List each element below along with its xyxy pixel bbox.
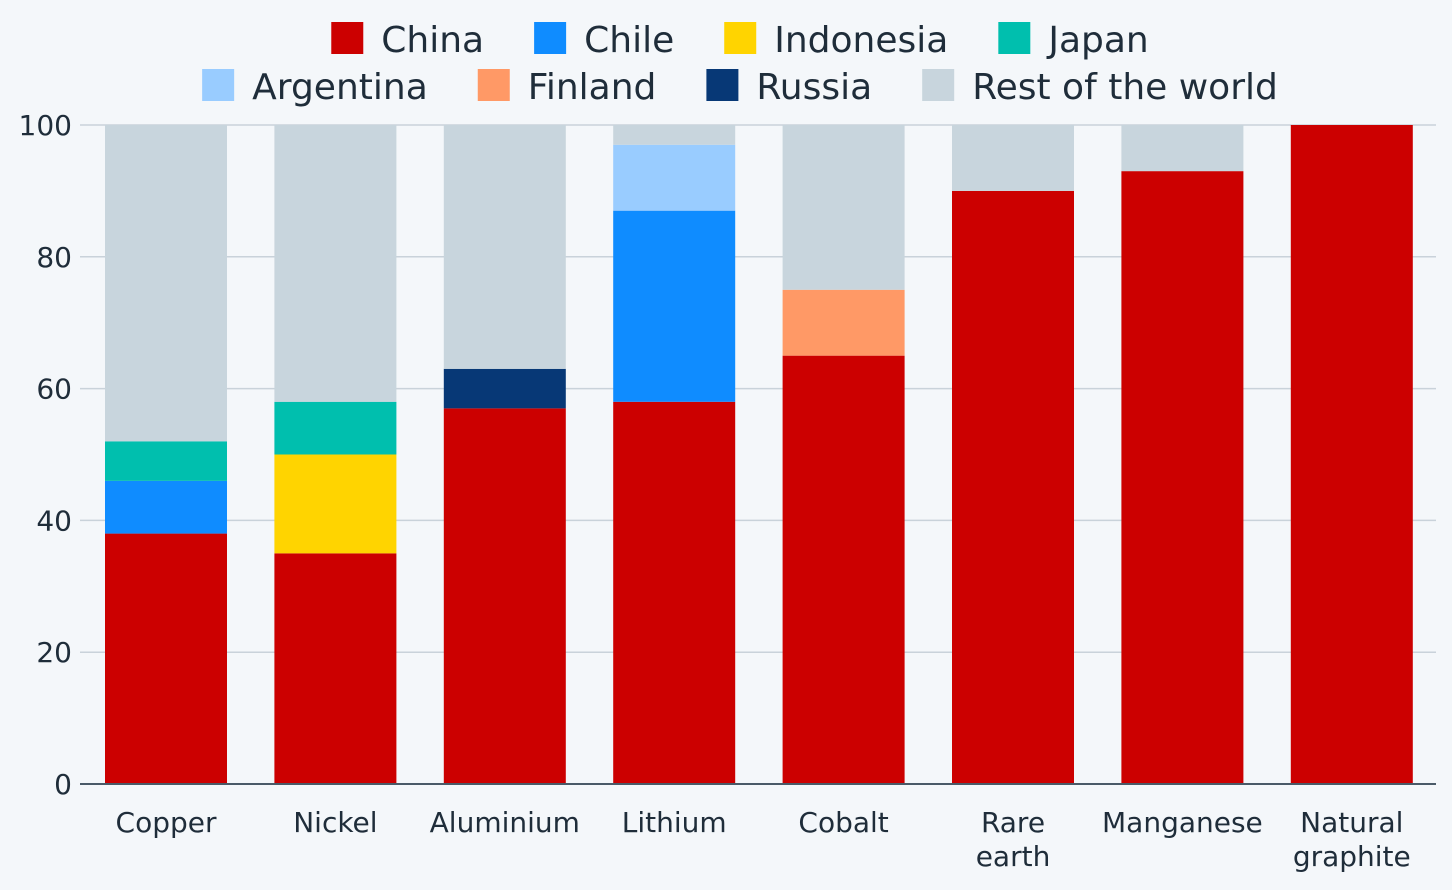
legend-label-indonesia: Indonesia [774,20,948,61]
x-tick-label-rare-earth-line-2: earth [976,840,1051,873]
legend-swatch-russia [706,69,739,101]
legend-row-2: Argentina Finland Russia Rest of the world [202,67,1278,108]
bar-copper-chile [105,480,227,534]
x-tick-label-natural-graphite-line-1: Natural [1300,806,1403,839]
bar-copper-japan [105,441,227,481]
bar-manganese-china [1121,171,1244,784]
legend-label-china: China [381,20,484,61]
bar-aluminium-rest-of-the-world [443,125,566,369]
x-tick-label-natural-graphite-line-2: graphite [1293,840,1411,873]
x-tick-label-copper: Copper [116,806,217,839]
y-tick-label-60: 60 [36,373,72,406]
bar-natural-graphite-china [1290,125,1413,784]
legend-label-chile: Chile [584,20,674,61]
y-tick-label-100: 100 [19,109,72,142]
bar-cobalt-china [782,355,905,784]
legend-swatch-rest-of-the-world [922,69,955,101]
bar-lithium-rest-of-the-world [613,125,736,145]
bar-lithium-china [613,401,736,784]
legend-label-russia: Russia [756,67,872,108]
bar-aluminium-russia [443,368,566,409]
bar-copper-rest-of-the-world [105,125,227,442]
x-tick-label-manganese: Manganese [1102,806,1263,839]
x-tick-label-cobalt: Cobalt [798,806,888,839]
bar-nickel-rest-of-the-world [274,125,397,402]
bar-copper-china [105,533,227,784]
x-tick-label-rare-earth-line-1: Rare [981,806,1045,839]
bar-rare-earth-rest-of-the-world [952,125,1074,191]
legend-swatch-finland [477,69,510,101]
x-tick-label-lithium: Lithium [622,806,727,839]
bar-cobalt-rest-of-the-world [782,125,905,290]
bar-lithium-argentina [613,144,736,211]
x-tick-label-nickel: Nickel [293,806,377,839]
bar-nickel-china [274,553,397,784]
x-tick-label-aluminium: Aluminium [430,806,580,839]
y-tick-label-0: 0 [54,768,72,801]
bars [105,125,1413,784]
bar-nickel-indonesia [274,454,397,554]
bar-lithium-chile [613,210,736,402]
legend-label-rest-of-the-world: Rest of the world [972,67,1278,108]
legend-row-1: China Chile Indonesia Japan [331,20,1149,61]
bar-cobalt-finland [782,289,905,356]
legend-swatch-japan [998,22,1031,54]
legend-label-japan: Japan [1046,20,1148,61]
y-tick-label-20: 20 [36,636,72,669]
y-tick-label-80: 80 [36,241,72,274]
legend-swatch-indonesia [724,22,757,54]
legend-label-finland: Finland [528,67,657,108]
legend-label-argentina: Argentina [252,67,428,108]
bar-manganese-rest-of-the-world [1121,125,1244,172]
bar-nickel-japan [274,401,397,455]
legend-swatch-china [331,22,364,54]
bar-rare-earth-china [952,190,1074,784]
legend: China Chile Indonesia Japan Argentina Finland… [202,20,1278,108]
bar-aluminium-china [443,408,566,784]
y-tick-label-40: 40 [36,504,72,537]
legend-swatch-chile [534,22,567,54]
axes: 0 20 40 60 80 100 Copper Nickel Aluminium Lithium… [19,109,1436,873]
legend-swatch-argentina [202,69,235,101]
